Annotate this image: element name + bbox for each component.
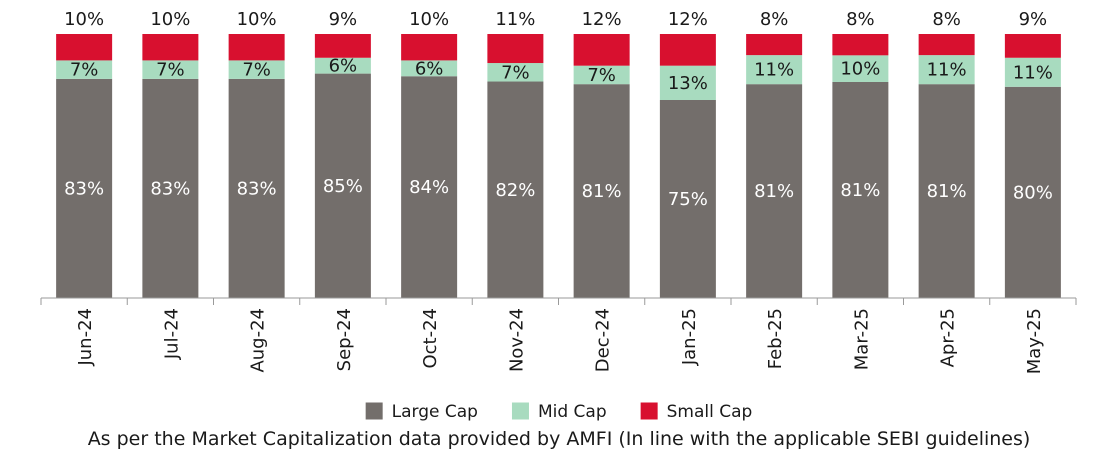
data-label-mid-cap: 7%: [501, 62, 530, 83]
data-label-small-cap: 12%: [668, 9, 708, 30]
data-label-large-cap: 83%: [237, 178, 277, 199]
data-label-large-cap: 85%: [323, 176, 363, 197]
data-label-mid-cap: 11%: [1013, 62, 1053, 83]
bar-large-cap-apr-25: [918, 84, 975, 298]
data-label-small-cap: 10%: [237, 9, 277, 30]
bar-mid-cap-aug-24: [228, 60, 285, 79]
data-label-mid-cap: 11%: [927, 60, 967, 81]
data-label-large-cap: 81%: [754, 181, 794, 202]
bar-small-cap-oct-24: [401, 34, 458, 61]
data-label-small-cap: 9%: [329, 9, 358, 30]
bar-mid-cap-may-25: [1004, 57, 1061, 87]
data-label-small-cap: 11%: [495, 9, 535, 30]
x-tick-label: Apr-25: [938, 308, 959, 367]
bar-mid-cap-feb-25: [746, 55, 803, 85]
bars-group: 83% 7% 10% 83% 7% 10% 83% 7% 10% 85% 6% 9% 84% 6% 10% 8…: [56, 9, 1061, 299]
bar-mid-cap-dec-24: [573, 65, 630, 85]
data-label-mid-cap: 7%: [156, 60, 185, 81]
bar-small-cap-jan-25: [659, 34, 716, 66]
data-label-small-cap: 8%: [932, 9, 961, 30]
bar-large-cap-sep-24: [314, 73, 371, 298]
x-tick-label: Jun-24: [75, 308, 96, 367]
data-label-mid-cap: 6%: [329, 56, 358, 77]
data-label-large-cap: 81%: [582, 181, 622, 202]
data-label-mid-cap: 7%: [587, 65, 616, 86]
bar-small-cap-aug-24: [228, 34, 285, 61]
bar-mid-cap-jul-24: [142, 60, 199, 79]
data-label-small-cap: 8%: [760, 9, 789, 30]
bar-large-cap-nov-24: [487, 81, 544, 299]
data-label-mid-cap: 6%: [415, 58, 444, 79]
bar-large-cap-may-25: [1004, 86, 1061, 298]
x-tick-label: Feb-25: [765, 308, 786, 369]
bar-mid-cap-apr-25: [918, 55, 975, 85]
x-tick-label: Jul-24: [161, 308, 182, 360]
x-tick-label: Oct-24: [420, 308, 441, 369]
data-label-large-cap: 83%: [150, 178, 190, 199]
bar-small-cap-jul-24: [142, 34, 199, 61]
bar-large-cap-dec-24: [573, 84, 630, 298]
bar-large-cap-feb-25: [746, 84, 803, 298]
data-label-small-cap: 8%: [846, 9, 875, 30]
data-label-small-cap: 9%: [1019, 9, 1048, 30]
legend-swatch-small-cap: [640, 402, 658, 420]
data-label-mid-cap: 7%: [70, 60, 99, 81]
legend-label-large-cap: Large Cap: [392, 402, 478, 422]
bar-large-cap-jun-24: [56, 78, 113, 298]
bar-mid-cap-jan-25: [659, 65, 716, 100]
bar-small-cap-mar-25: [832, 34, 889, 56]
x-tick-label: Mar-25: [851, 308, 872, 370]
bar-large-cap-oct-24: [401, 76, 458, 299]
bar-large-cap-mar-25: [832, 82, 889, 298]
x-tick-label: Sep-24: [334, 308, 355, 371]
data-label-large-cap: 83%: [64, 178, 104, 199]
bar-small-cap-jun-24: [56, 34, 113, 61]
bar-mid-cap-sep-24: [314, 57, 371, 74]
data-label-small-cap: 10%: [150, 9, 190, 30]
bar-mid-cap-mar-25: [832, 55, 889, 82]
bar-small-cap-dec-24: [573, 34, 630, 66]
data-label-small-cap: 12%: [582, 9, 622, 30]
bar-small-cap-feb-25: [746, 34, 803, 56]
data-label-mid-cap: 13%: [668, 73, 708, 94]
data-label-large-cap: 82%: [495, 180, 535, 201]
x-tick-label: Nov-24: [506, 308, 527, 372]
bar-small-cap-may-25: [1004, 34, 1061, 58]
bar-mid-cap-oct-24: [401, 60, 458, 77]
x-axis: Jun-24 Jul-24 Aug-24 Sep-24 Oct-24 Nov-24 Dec-…: [40, 297, 1077, 374]
data-label-large-cap: 84%: [409, 177, 449, 198]
bar-large-cap-jan-25: [659, 100, 716, 298]
legend-swatch-mid-cap: [511, 402, 529, 420]
data-label-large-cap: 75%: [668, 189, 708, 210]
bar-mid-cap-nov-24: [487, 63, 544, 82]
legend: Large Cap Mid Cap Small Cap: [365, 402, 753, 422]
data-label-small-cap: 10%: [409, 9, 449, 30]
data-label-large-cap: 81%: [927, 181, 967, 202]
bar-mid-cap-jun-24: [56, 60, 113, 79]
legend-swatch-large-cap: [365, 402, 383, 420]
x-tick-label: May-25: [1024, 308, 1045, 374]
data-label-large-cap: 80%: [1013, 182, 1053, 203]
x-tick-label: Dec-24: [593, 308, 614, 372]
legend-label-mid-cap: Mid Cap: [538, 402, 607, 422]
footnote: As per the Market Capitalization data pr…: [87, 428, 1031, 450]
bar-small-cap-sep-24: [314, 34, 371, 58]
data-label-mid-cap: 7%: [242, 60, 271, 81]
x-tick-label: Aug-24: [248, 308, 269, 373]
data-label-large-cap: 81%: [840, 180, 880, 201]
bar-small-cap-nov-24: [487, 34, 544, 64]
data-label-mid-cap: 11%: [754, 60, 794, 81]
x-tick-label: Jan-25: [679, 308, 700, 366]
bar-large-cap-aug-24: [228, 78, 285, 298]
data-label-small-cap: 10%: [64, 9, 104, 30]
legend-label-small-cap: Small Cap: [667, 402, 753, 422]
bar-large-cap-jul-24: [142, 78, 199, 298]
data-label-mid-cap: 10%: [840, 59, 880, 80]
bar-small-cap-apr-25: [918, 34, 975, 56]
